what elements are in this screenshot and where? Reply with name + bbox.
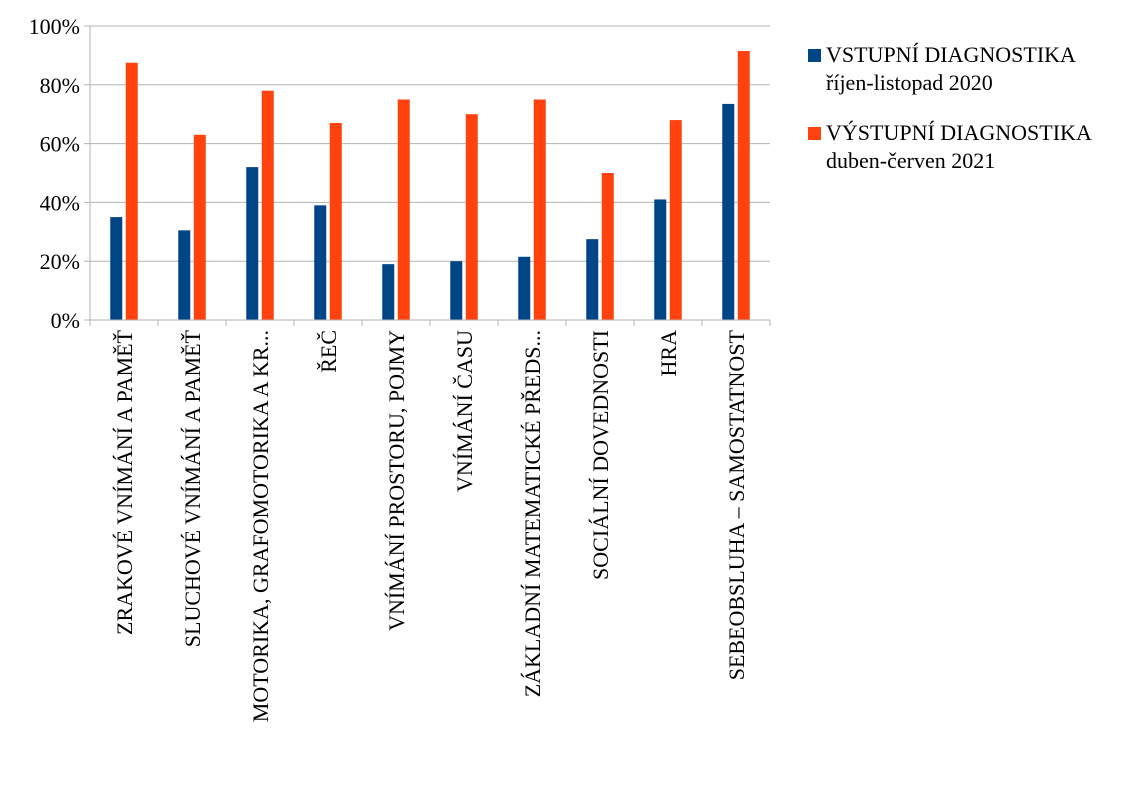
legend-swatch-2 — [808, 127, 821, 140]
y-axis-tick-labels: 0% 20% 40% 60% 80% 100% — [29, 14, 80, 333]
bar-series-2-4 — [329, 123, 342, 321]
x-category-label: HRA — [656, 330, 681, 377]
bar-series-2-1 — [125, 62, 138, 320]
bar-series-1-4 — [314, 205, 327, 320]
x-category-label: VNÍMÁNÍ PROSTORU, POJMY — [384, 330, 409, 631]
legend-sublabel-2: duben-červen 2021 — [826, 148, 995, 173]
x-category-label: ZÁKLADNÍ MATEMATICKÉ PŘEDS... — [520, 330, 545, 697]
bar-series-1-10 — [722, 103, 735, 320]
legend: VSTUPNÍ DIAGNOSTIKA říjen-listopad 2020 VÝ… — [808, 42, 1092, 173]
bar-series-2-8 — [601, 173, 614, 320]
bar-series-2-3 — [261, 90, 274, 321]
bar-series-2-6 — [465, 114, 478, 320]
bar-series-1-9 — [654, 199, 667, 320]
bar-series-2-7 — [533, 99, 546, 320]
x-category-label: MOTORIKA, GRAFOMOTORIKA A KR... — [248, 330, 273, 722]
bar-series-1-2 — [178, 230, 191, 320]
y-tick-label: 80% — [40, 73, 80, 98]
y-tick-label: 60% — [40, 132, 80, 157]
x-category-label: SOCIÁLNÍ DOVEDNOSTI — [588, 330, 613, 580]
bar-series-2-9 — [669, 120, 682, 320]
legend-sublabel-1: říjen-listopad 2020 — [826, 70, 993, 95]
bar-series-1-8 — [586, 239, 599, 320]
bar-series-1-5 — [382, 264, 395, 320]
x-category-label: VNÍMÁNÍ ČASU — [452, 330, 477, 492]
legend-label-2: VÝSTUPNÍ DIAGNOSTIKA — [826, 120, 1092, 145]
axes — [89, 26, 771, 326]
bar-series-2-10 — [737, 50, 750, 321]
x-category-label: ŘEČ — [316, 330, 341, 373]
bar-series-1-3 — [246, 167, 259, 320]
y-tick-label: 20% — [40, 249, 80, 274]
bar-series-2-5 — [397, 99, 410, 320]
bars — [110, 50, 750, 321]
legend-swatch-1 — [808, 49, 821, 62]
y-tick-label: 40% — [40, 190, 80, 215]
x-category-label: ZRAKOVÉ VNÍMÁNÍ A PAMĚŤ — [112, 329, 137, 635]
bar-series-1-1 — [110, 217, 123, 320]
x-axis-category-labels: ZRAKOVÉ VNÍMÁNÍ A PAMĚŤ SLUCHOVÉ VNÍMÁNÍ … — [112, 329, 749, 722]
bar-series-2-2 — [193, 134, 206, 320]
x-category-label: SLUCHOVÉ VNÍMÁNÍ A PAMĚŤ — [180, 329, 205, 647]
x-category-label: SEBEOBSLUHA – SAMOSTATNOST — [724, 329, 749, 680]
legend-label-1: VSTUPNÍ DIAGNOSTIKA — [826, 42, 1076, 67]
y-tick-label: 100% — [29, 14, 80, 39]
y-tick-label: 0% — [51, 308, 80, 333]
bar-series-1-6 — [450, 261, 463, 320]
bar-series-1-7 — [518, 256, 531, 320]
